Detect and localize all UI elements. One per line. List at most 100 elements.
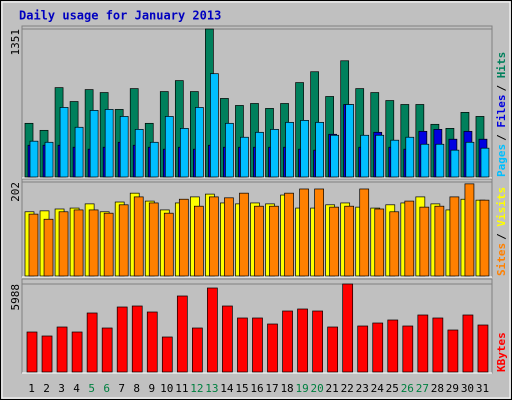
bar (240, 136, 249, 178)
x-tick-label: 4 (73, 382, 80, 395)
x-tick-label: 26 (401, 382, 414, 395)
x-tick-label: 28 (431, 382, 444, 395)
bar (357, 325, 369, 373)
bar (131, 305, 143, 373)
bar (477, 324, 489, 373)
bar (163, 212, 174, 277)
x-tick-label: 17 (265, 382, 278, 395)
bar (134, 128, 144, 178)
bar (209, 196, 219, 277)
bar (179, 128, 189, 178)
bar (464, 183, 475, 277)
bar (327, 326, 338, 373)
x-tick-label: 12 (190, 382, 203, 395)
bar (465, 141, 475, 178)
bar (284, 192, 294, 277)
x-tick-label: 10 (160, 382, 173, 395)
bar (329, 206, 339, 277)
bar (176, 295, 188, 373)
bar (434, 205, 445, 277)
bar (118, 204, 129, 277)
y-tick-label: 1351 (9, 29, 22, 56)
bar (297, 308, 308, 373)
x-tick-label: 6 (103, 382, 110, 395)
x-tick-label: 31 (476, 382, 489, 395)
x-tick-label: 2 (43, 382, 50, 395)
bar (435, 143, 445, 178)
bar (402, 325, 414, 373)
legend: Sites / Visits (495, 187, 508, 276)
x-tick-label: 20 (311, 382, 324, 395)
bar (300, 120, 309, 178)
bar (56, 326, 68, 373)
bar (29, 140, 39, 178)
bar (101, 327, 113, 373)
bar (267, 323, 278, 373)
x-tick-label: 23 (356, 382, 369, 395)
bar (225, 122, 234, 178)
chart-title: Daily usage for January 2013 (19, 9, 221, 23)
bar (222, 305, 233, 373)
bar (447, 329, 459, 373)
legend-separator: / (495, 85, 508, 92)
bar (86, 312, 98, 373)
bar (375, 134, 385, 178)
bar (254, 205, 264, 277)
bar (178, 198, 189, 277)
x-tick-label: 29 (446, 382, 459, 395)
bar (194, 205, 204, 277)
bar (432, 317, 444, 373)
x-tick-label: 8 (133, 382, 140, 395)
bar (419, 206, 430, 277)
x-tick-label: 22 (341, 382, 354, 395)
x-tick-label: 25 (386, 382, 399, 395)
bar (405, 136, 415, 178)
bar (146, 311, 158, 373)
bar (148, 202, 159, 277)
x-tick-label: 14 (220, 382, 234, 395)
bar (285, 121, 294, 178)
legend-entry: Pages (495, 144, 508, 177)
legend-entry: Sites (495, 243, 508, 276)
bar (104, 109, 114, 178)
y-tick-label: 5988 (9, 284, 22, 311)
legend-entry: Hits (495, 52, 508, 79)
bar (450, 149, 460, 178)
bar (59, 107, 69, 178)
bar (224, 197, 234, 277)
x-tick-label: 27 (416, 382, 429, 395)
bar (315, 121, 324, 178)
bar (89, 110, 99, 178)
bar (387, 319, 399, 373)
x-tick-label: 11 (175, 382, 188, 395)
bar (116, 306, 128, 373)
bar (314, 188, 324, 277)
bar (73, 209, 84, 277)
bar (41, 335, 53, 373)
bar (417, 314, 429, 373)
bar (479, 199, 490, 277)
bar (74, 126, 84, 178)
bar (480, 147, 490, 178)
x-tick-label: 24 (371, 382, 385, 395)
bar (103, 212, 114, 277)
legend-entry: Visits (495, 187, 508, 227)
x-tick-label: 9 (148, 382, 155, 395)
y-tick-label: 202 (9, 182, 22, 202)
bar (88, 209, 99, 277)
bar (345, 104, 355, 178)
bar (389, 211, 400, 277)
bar (26, 331, 38, 373)
x-tick-label: 3 (58, 382, 65, 395)
bar (270, 128, 279, 178)
legend: KBytes (495, 332, 508, 372)
legend: Pages / Files / Hits (495, 52, 508, 177)
x-tick-label: 21 (326, 382, 339, 395)
bar (282, 310, 293, 373)
x-tick-label: 7 (118, 382, 125, 395)
bar (299, 188, 309, 277)
bar (360, 134, 370, 178)
bar (161, 336, 173, 373)
